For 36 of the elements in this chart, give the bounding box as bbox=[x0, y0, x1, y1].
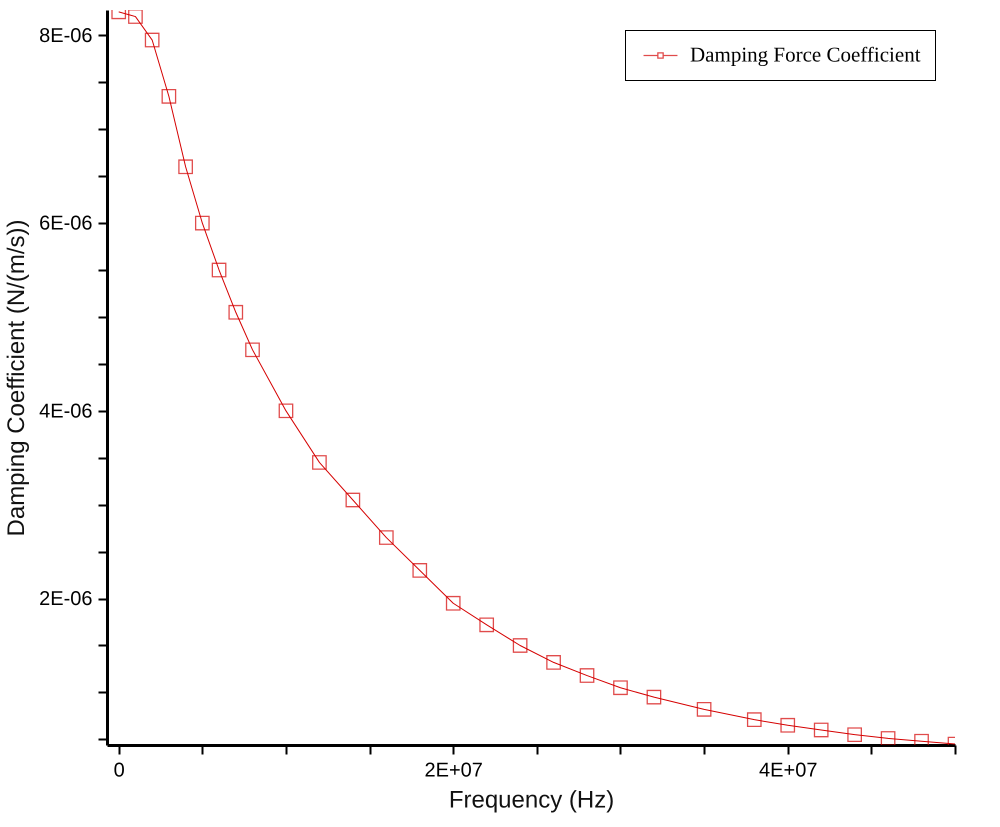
point bbox=[446, 596, 461, 611]
point bbox=[814, 722, 829, 738]
y-axis-title: Damping Coefficient (N/(m/s)) bbox=[3, 220, 30, 536]
point bbox=[162, 89, 176, 104]
point bbox=[144, 32, 160, 48]
point bbox=[546, 655, 561, 670]
point bbox=[278, 403, 294, 418]
point bbox=[613, 680, 628, 696]
point bbox=[746, 712, 762, 728]
point bbox=[696, 702, 712, 717]
point bbox=[378, 530, 394, 545]
point bbox=[245, 342, 260, 358]
x-tick-label: 0 bbox=[114, 760, 125, 782]
point bbox=[212, 262, 226, 278]
legend-label: Damping Force Coefficient bbox=[690, 42, 921, 66]
point bbox=[178, 159, 193, 174]
y-tick-label: 8E-06 bbox=[39, 24, 92, 47]
y-tick-label: 2E-06 bbox=[39, 588, 92, 610]
point bbox=[512, 638, 528, 653]
x-tick-label: 4E+07 bbox=[759, 760, 818, 782]
point bbox=[312, 455, 327, 470]
point bbox=[479, 617, 494, 632]
point bbox=[194, 216, 210, 230]
point bbox=[780, 718, 796, 733]
point bbox=[580, 668, 594, 683]
y-tick-label: 4E-06 bbox=[39, 400, 92, 422]
point bbox=[412, 563, 428, 578]
point bbox=[847, 727, 862, 742]
y-tick-label: 6E-06 bbox=[39, 212, 92, 235]
point bbox=[880, 731, 896, 745]
point bbox=[346, 492, 360, 508]
point bbox=[228, 304, 244, 320]
point bbox=[128, 10, 143, 24]
x-tick-label: 2E+07 bbox=[424, 760, 483, 782]
point bbox=[646, 690, 662, 704]
x-axis-title: Frequency (Hz) bbox=[448, 786, 614, 814]
